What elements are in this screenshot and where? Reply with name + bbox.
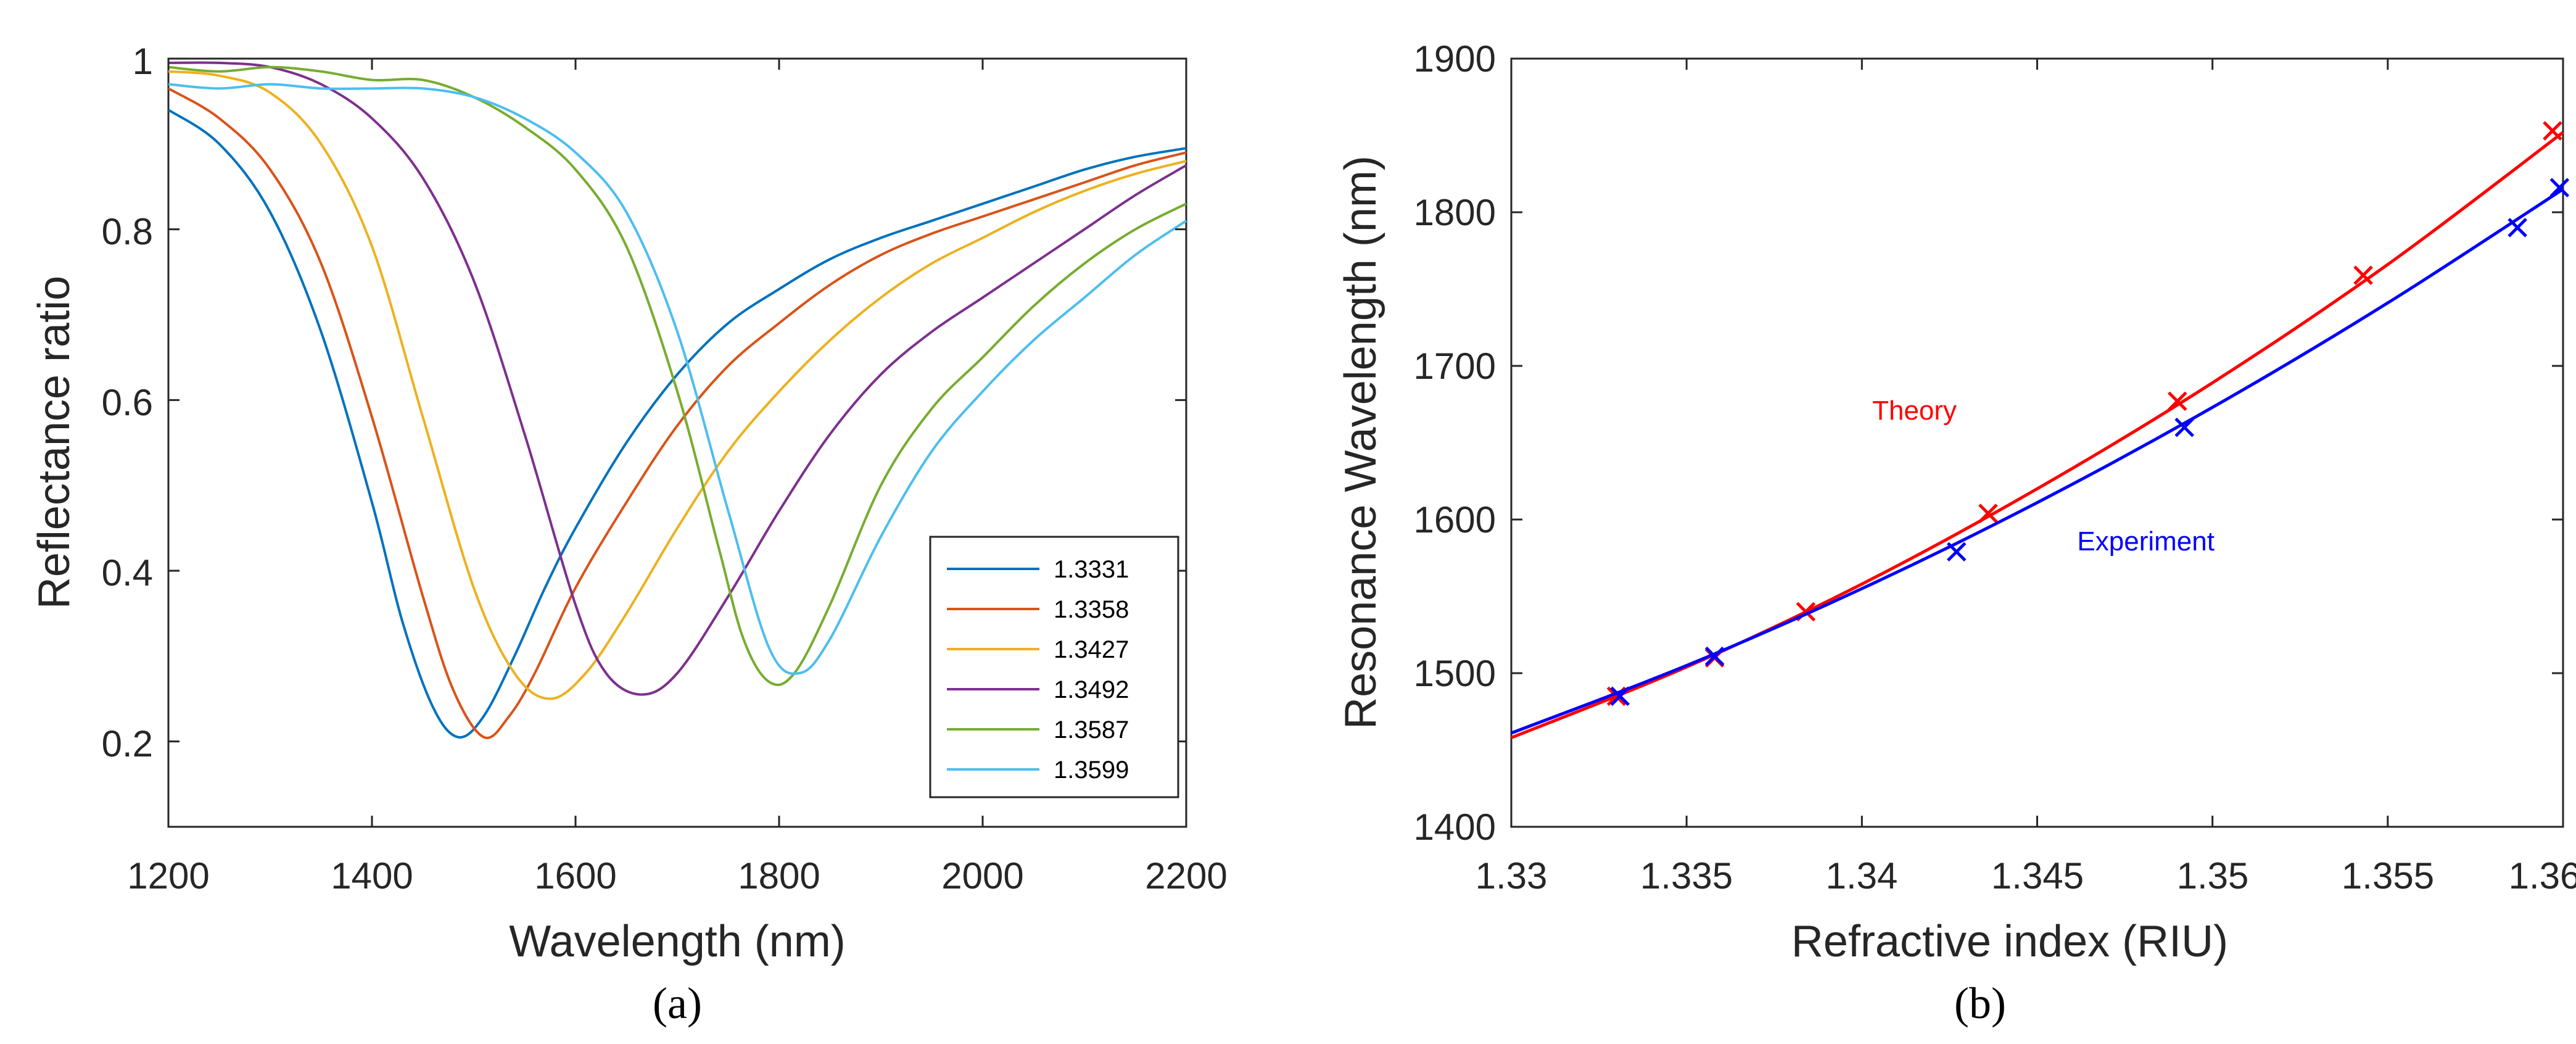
b-xtick-label: 1.36 bbox=[2509, 855, 2576, 897]
b-marker-stroke bbox=[2353, 265, 2373, 285]
a-ytick-label: 0.4 bbox=[102, 552, 153, 594]
panel-b-series-group bbox=[1511, 121, 2570, 739]
panel-b-ticks bbox=[1510, 57, 2564, 828]
b-xtick-label: 1.33 bbox=[1476, 855, 1548, 897]
a-legend-entry: 1.3492 bbox=[947, 676, 1129, 703]
a-legend-entry: 1.3331 bbox=[947, 556, 1129, 583]
b-marker-theory bbox=[2168, 391, 2187, 412]
b-marker-experiment bbox=[2174, 417, 2194, 437]
a-ytick-label: 0.8 bbox=[102, 211, 153, 252]
panel-b: 1.33 1.335 1.34 1.345 1.35 1.355 1.36 14… bbox=[1336, 38, 2576, 1028]
a-legend-label: 1.3427 bbox=[1054, 636, 1129, 663]
a-xtick-label: 1400 bbox=[331, 855, 413, 897]
a-legend-label: 1.3358 bbox=[1054, 596, 1129, 623]
b-ytick-label: 1900 bbox=[1414, 38, 1496, 80]
b-y-axis-label: Resonance Wavelength (nm) bbox=[1336, 155, 1385, 729]
b-xtick-label: 1.335 bbox=[1640, 855, 1733, 897]
b-marker-experiment bbox=[1610, 686, 1630, 706]
a-legend-entry: 1.3587 bbox=[947, 716, 1129, 744]
a-ytick-label: 1 bbox=[133, 41, 153, 82]
panel-a-ticks bbox=[167, 57, 1187, 827]
a-xtick-label: 1800 bbox=[738, 855, 820, 897]
b-ytick-label: 1400 bbox=[1414, 806, 1496, 848]
b-marker-theory bbox=[1978, 503, 1998, 523]
a-series-line-1.3492 bbox=[168, 61, 1187, 696]
b-marker-stroke bbox=[2543, 121, 2562, 141]
b-marker-stroke bbox=[2508, 218, 2527, 238]
a-xtick-label: 1600 bbox=[534, 855, 616, 897]
a-series-line-1.3358 bbox=[167, 87, 1187, 739]
b-ytick-label: 1800 bbox=[1414, 192, 1496, 233]
a-legend-entry: 1.3599 bbox=[947, 756, 1129, 784]
b-marker-stroke bbox=[2549, 178, 2570, 197]
a-series-line-1.3331 bbox=[167, 109, 1187, 739]
b-annotation-experiment: Experiment bbox=[2077, 526, 2215, 557]
a-legend-entry: 1.3427 bbox=[947, 636, 1129, 663]
a-xtick-label: 2200 bbox=[1145, 855, 1227, 897]
panel-a-series-group bbox=[167, 61, 1187, 739]
a-panel-label: (a) bbox=[653, 979, 702, 1028]
b-ytick-label: 1500 bbox=[1414, 653, 1496, 694]
b-marker-theory bbox=[2543, 121, 2562, 141]
b-xtick-label: 1.355 bbox=[2342, 855, 2434, 897]
a-xtick-label: 2000 bbox=[941, 855, 1023, 897]
a-series-line-1.3427 bbox=[168, 70, 1187, 700]
b-xtick-label: 1.35 bbox=[2177, 855, 2249, 897]
b-ytick-label: 1700 bbox=[1414, 346, 1496, 387]
b-marker-experiment bbox=[2549, 178, 2570, 197]
a-ytick-label: 0.2 bbox=[102, 723, 153, 764]
a-legend-label: 1.3587 bbox=[1054, 716, 1129, 744]
panel-a: 1200 1400 1600 1800 2000 2200 0.2 0.4 0.… bbox=[30, 41, 1228, 1028]
b-ytick-label: 1600 bbox=[1414, 499, 1496, 541]
b-marker-stroke bbox=[2168, 391, 2187, 412]
a-legend-label: 1.3331 bbox=[1054, 556, 1129, 583]
a-series-line-1.3587 bbox=[168, 65, 1187, 686]
b-panel-label: (b) bbox=[1954, 979, 2006, 1028]
b-marker-theory bbox=[2353, 265, 2373, 285]
b-marker-stroke bbox=[1610, 686, 1630, 706]
a-legend-box bbox=[929, 536, 1179, 798]
a-ytick-label: 0.6 bbox=[102, 382, 153, 423]
a-legend: 1.3331 1.3358 1.3427 1.3492 1.3587 1.359… bbox=[929, 536, 1179, 798]
b-xtick-label: 1.34 bbox=[1826, 855, 1898, 897]
b-x-axis-label: Refractive index (RIU) bbox=[1791, 917, 2228, 966]
b-marker-stroke bbox=[1947, 542, 1967, 562]
b-xtick-label: 1.345 bbox=[1991, 855, 2084, 897]
b-marker-stroke bbox=[1704, 646, 1725, 666]
b-annotation-theory: Theory bbox=[1872, 396, 1957, 426]
a-series-line-1.3599 bbox=[168, 83, 1187, 675]
a-y-axis-label: Reflectance ratio bbox=[30, 276, 79, 609]
a-legend-label: 1.3599 bbox=[1054, 756, 1129, 784]
b-marker-stroke bbox=[1978, 503, 1998, 523]
a-x-axis-label: Wavelength (nm) bbox=[509, 917, 846, 966]
b-marker-stroke bbox=[2174, 417, 2194, 437]
b-fit-line-experiment bbox=[1511, 188, 2564, 735]
b-marker-experiment bbox=[1704, 646, 1725, 666]
a-legend-entry: 1.3358 bbox=[947, 596, 1129, 623]
b-marker-experiment bbox=[1947, 542, 1967, 562]
a-xtick-label: 1200 bbox=[127, 855, 209, 897]
a-legend-label: 1.3492 bbox=[1054, 676, 1129, 703]
panel-b-plot-area bbox=[1510, 57, 2564, 828]
b-marker-experiment bbox=[2508, 218, 2527, 238]
